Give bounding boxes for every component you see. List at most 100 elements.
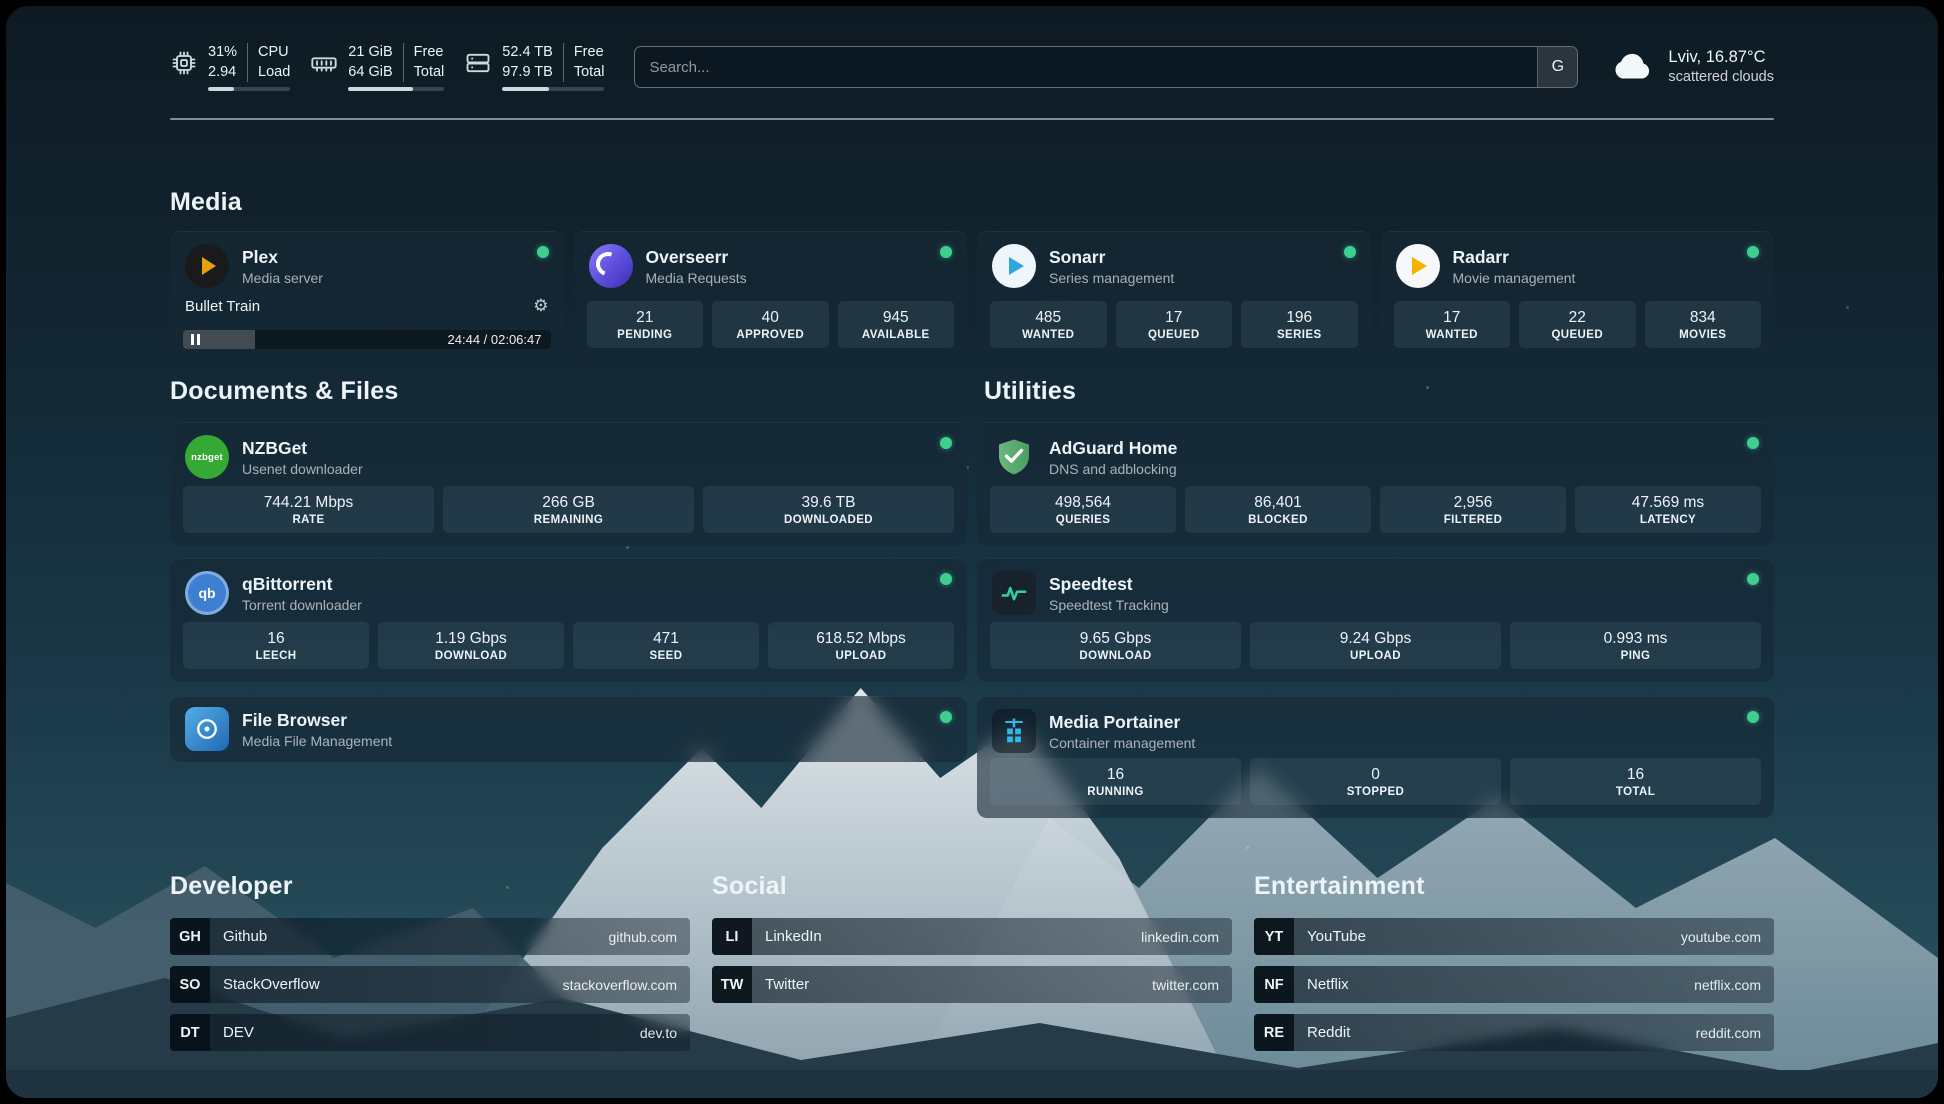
stackoverflow-icon: SO <box>170 966 210 1003</box>
stat-box: 21PENDING <box>587 301 704 348</box>
disk-widget: 52.4 TB 97.9 TB Free Total <box>464 43 604 90</box>
link-url: reddit.com <box>1696 1025 1761 1041</box>
stat-value: 744.21 Mbps <box>264 494 354 512</box>
disk-free-value: 52.4 TB <box>502 43 553 62</box>
stat-box: 196 SERIES <box>1241 301 1358 348</box>
stat-box: 945 AVAILABLE <box>838 301 955 348</box>
dev-icon: DT <box>170 1014 210 1051</box>
stats-row: 498,564QUERIES 86,401BLOCKED 2,956FILTER… <box>990 486 1761 533</box>
app-name: AdGuard Home <box>1049 438 1177 459</box>
stat-value: 498,564 <box>1055 494 1111 512</box>
linkedin-icon: LI <box>712 918 752 955</box>
entertainment-links: YT YouTube youtube.com NF Netflix netfli… <box>1254 918 1774 1051</box>
sonarr-card[interactable]: Sonarr Series management 485WANTED 17QUE… <box>977 231 1371 361</box>
link-reddit[interactable]: RE Reddit reddit.com <box>1254 1014 1774 1051</box>
stat-value: 0 <box>1371 766 1380 784</box>
memory-widget: 21 GiB 64 GiB Free Total <box>310 43 444 90</box>
link-dev[interactable]: DT DEV dev.to <box>170 1014 690 1051</box>
stat-box: 17QUEUED <box>1116 301 1233 348</box>
memory-free-value: 21 GiB <box>348 43 392 62</box>
stat-value: 22 <box>1569 309 1586 327</box>
link-name: StackOverflow <box>223 976 563 993</box>
stat-box: 16LEECH <box>183 622 369 669</box>
stat-value: 9.24 Gbps <box>1340 630 1412 648</box>
stat-label: AVAILABLE <box>862 329 930 341</box>
stat-value: 16 <box>267 630 284 648</box>
stat-box: 471SEED <box>573 622 759 669</box>
radarr-card[interactable]: Radarr Movie management 17WANTED 22QUEUE… <box>1381 231 1775 361</box>
stat-value: 9.65 Gbps <box>1080 630 1152 648</box>
cpu-percent: 31% <box>208 43 237 62</box>
app-subtitle: Media File Management <box>242 733 392 749</box>
link-twitter[interactable]: TW Twitter twitter.com <box>712 966 1232 1003</box>
stat-label: PENDING <box>617 329 672 341</box>
plex-icon <box>185 244 229 288</box>
cpu-load-label: Load <box>258 63 290 82</box>
weather-widget[interactable]: Lviv, 16.87°C scattered clouds <box>1608 44 1774 90</box>
stats-row: 21PENDING 40APPROVED 945 AVAILABLE <box>587 301 955 348</box>
stat-box: 17WANTED <box>1394 301 1511 348</box>
stat-label: LATENCY <box>1640 514 1696 526</box>
memory-free-label: Free <box>414 43 445 62</box>
pause-icon[interactable] <box>191 334 200 345</box>
developer-links: GH Github github.com SO StackOverflow st… <box>170 918 690 1051</box>
status-dot <box>1747 573 1759 585</box>
portainer-card[interactable]: Media Portainer Container management 16R… <box>977 696 1774 818</box>
playback-progress-bar[interactable]: 24:44 / 02:06:47 <box>183 330 551 349</box>
search-input[interactable] <box>635 59 1537 76</box>
snow-specks <box>6 6 9 9</box>
link-url: dev.to <box>640 1025 677 1041</box>
stat-value: 17 <box>1165 309 1182 327</box>
stat-label: SERIES <box>1277 329 1322 341</box>
nzbget-card[interactable]: nzbget NZBGet Usenet downloader 744.21 M… <box>170 422 967 546</box>
portainer-icon <box>992 709 1036 753</box>
plex-card[interactable]: Plex Media server Bullet Train ⚙ 24:44 /… <box>170 231 564 361</box>
status-dot <box>940 711 952 723</box>
link-url: linkedin.com <box>1141 929 1219 945</box>
status-dot <box>940 246 952 258</box>
qbittorrent-card[interactable]: qb qBittorrent Torrent downloader 16LEEC… <box>170 558 967 682</box>
stat-label: WANTED <box>1022 329 1074 341</box>
stat-value: 16 <box>1107 766 1124 784</box>
search-engine-button[interactable]: G <box>1537 47 1577 87</box>
link-github[interactable]: GH Github github.com <box>170 918 690 955</box>
app-subtitle: DNS and adblocking <box>1049 461 1177 477</box>
stat-box: 40APPROVED <box>712 301 829 348</box>
app-name: NZBGet <box>242 438 363 459</box>
memory-icon <box>310 49 338 77</box>
memory-total-value: 64 GiB <box>348 63 392 82</box>
link-youtube[interactable]: YT YouTube youtube.com <box>1254 918 1774 955</box>
gear-icon[interactable]: ⚙ <box>533 296 548 316</box>
disk-icon <box>464 49 492 77</box>
link-stackoverflow[interactable]: SO StackOverflow stackoverflow.com <box>170 966 690 1003</box>
stat-box: 618.52 MbpsUPLOAD <box>768 622 954 669</box>
cpu-icon <box>170 49 198 77</box>
speedtest-card[interactable]: Speedtest Speedtest Tracking 9.65 GbpsDO… <box>977 558 1774 682</box>
stats-row: 9.65 GbpsDOWNLOAD 9.24 GbpsUPLOAD 0.993 … <box>990 622 1761 669</box>
stat-box: 16TOTAL <box>1510 758 1761 805</box>
system-widgets: 31% 2.94 CPU Load <box>170 43 604 90</box>
stat-box: 39.6 TBDOWNLOADED <box>703 486 954 533</box>
stat-box: 22QUEUED <box>1519 301 1636 348</box>
link-netflix[interactable]: NF Netflix netflix.com <box>1254 966 1774 1003</box>
stat-value: 196 <box>1286 309 1312 327</box>
adguard-card[interactable]: AdGuard Home DNS and adblocking 498,564Q… <box>977 422 1774 546</box>
link-name: Reddit <box>1307 1024 1696 1041</box>
stat-value: 945 <box>883 309 909 327</box>
app-subtitle: Container management <box>1049 735 1195 751</box>
status-dot <box>940 437 952 449</box>
disk-total-label: Total <box>574 63 605 82</box>
stat-label: UPLOAD <box>836 650 887 662</box>
topbar: 31% 2.94 CPU Load <box>170 36 1774 98</box>
filebrowser-card[interactable]: File Browser Media File Management <box>170 696 967 762</box>
stat-label: DOWNLOAD <box>435 650 507 662</box>
cloud-icon <box>1608 44 1654 90</box>
stat-box: 498,564QUERIES <box>990 486 1176 533</box>
link-linkedin[interactable]: LI LinkedIn linkedin.com <box>712 918 1232 955</box>
stat-label: FILTERED <box>1444 514 1503 526</box>
overseerr-card[interactable]: Overseerr Media Requests 21PENDING 40APP… <box>574 231 968 361</box>
stat-value: 17 <box>1443 309 1460 327</box>
cpu-widget: 31% 2.94 CPU Load <box>170 43 290 90</box>
stat-box: 0.993 msPING <box>1510 622 1761 669</box>
weather-location: Lviv, 16.87°C <box>1668 47 1774 69</box>
